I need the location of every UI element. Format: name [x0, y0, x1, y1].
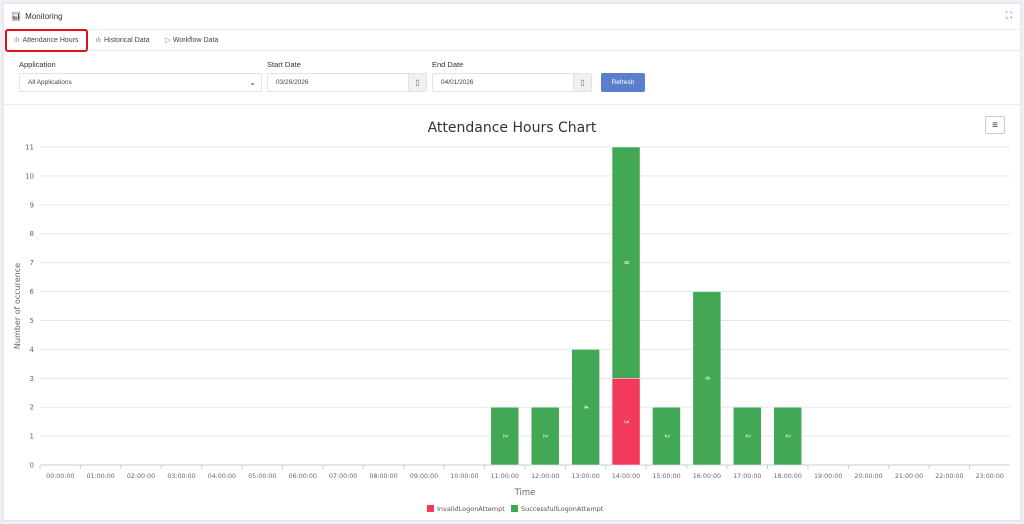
x-tick-label: 17:00:00	[733, 473, 761, 480]
panel-header: 📊︎ Monitoring	[4, 4, 1020, 30]
start-date-input[interactable]: 03/26/2026 ▯	[267, 73, 427, 92]
tab-workflow-data[interactable]: ▷ Workflow Data	[165, 36, 219, 45]
y-tick-label: 1	[30, 433, 34, 441]
x-tick-label: 02:00:00	[127, 473, 155, 480]
bar-SuccessfullLogonAttempt	[773, 406, 802, 466]
x-tick-label: 04:00:00	[208, 473, 236, 480]
bar-SuccessfullLogonAttempt	[530, 406, 560, 466]
chart-icon: ılı	[95, 36, 101, 44]
x-tick-label: 18:00:00	[774, 473, 802, 480]
data-label: 3	[623, 420, 630, 424]
y-tick-label: 3	[30, 375, 34, 383]
tab-attendance-hours[interactable]: ılı Attendance Hours	[5, 28, 88, 52]
end-date-label: End Date	[432, 60, 464, 69]
x-tick-label: 05:00:00	[248, 473, 276, 480]
data-label: 6	[703, 376, 710, 380]
data-label: 8	[623, 261, 630, 265]
y-tick-label: 10	[25, 172, 34, 180]
legend-item: InvalidLogonAttempt	[437, 505, 505, 513]
x-tick-label: 08:00:00	[369, 473, 397, 480]
application-label: Application	[19, 60, 56, 69]
y-tick-label: 11	[25, 144, 34, 152]
bar-SuccessfullLogonAttempt	[571, 349, 600, 466]
x-tick-label: 09:00:00	[410, 473, 438, 480]
legend-swatch	[511, 505, 518, 512]
x-tick-label: 10:00:00	[450, 473, 478, 480]
x-axis-title: Time	[514, 488, 536, 498]
refresh-button[interactable]: Refresh	[601, 73, 645, 92]
x-tick-label: 01:00:00	[86, 473, 114, 480]
x-tick-label: 06:00:00	[289, 473, 317, 480]
application-select[interactable]: All Applications ⌄	[19, 73, 262, 92]
y-tick-label: 7	[30, 259, 34, 267]
play-icon: ▷	[165, 37, 171, 44]
calendar-icon[interactable]: ▯	[573, 74, 591, 91]
legend-item: SuccessfullLogonAttempt	[521, 505, 604, 513]
x-tick-label: 21:00:00	[895, 473, 923, 480]
chevron-down-icon: ⌄	[249, 78, 256, 87]
y-tick-label: 6	[30, 288, 35, 296]
bar-SuccessfullLogonAttempt	[652, 406, 681, 466]
bar-SuccessfullLogonAttempt	[611, 146, 641, 379]
y-tick-label: 8	[30, 230, 34, 238]
panel-title: Monitoring	[25, 12, 63, 21]
x-tick-label: 16:00:00	[693, 473, 721, 480]
x-tick-label: 12:00:00	[531, 473, 559, 480]
x-tick-label: 00:00:00	[46, 473, 74, 480]
y-tick-label: 5	[30, 317, 34, 325]
y-axis-title: Number of occurence	[13, 263, 22, 349]
data-label: 2	[663, 434, 670, 438]
chart-icon: 📊︎	[11, 12, 22, 21]
x-tick-label: 14:00:00	[612, 473, 640, 480]
end-date-input[interactable]: 04/01/2026 ▯	[432, 73, 592, 92]
chart-menu-button[interactable]: ≡	[985, 116, 1005, 134]
x-tick-label: 13:00:00	[571, 473, 599, 480]
data-label: 4	[582, 405, 589, 409]
chart-title: Attendance Hours Chart	[428, 120, 597, 136]
tab-bar: ılı Attendance Hours ılı Historical Data ▷…	[4, 28, 1020, 52]
y-tick-label: 4	[30, 346, 35, 354]
expand-icon[interactable]: ⛶	[1005, 10, 1012, 20]
y-tick-label: 2	[30, 404, 34, 412]
bar-SuccessfullLogonAttempt	[490, 406, 520, 466]
x-tick-label: 11:00:00	[491, 473, 519, 480]
chart-icon: ılı	[14, 36, 20, 44]
legend-swatch	[427, 505, 434, 512]
tab-historical-data[interactable]: ılı Historical Data	[95, 36, 150, 44]
calendar-icon[interactable]: ▯	[408, 74, 426, 91]
data-label: 2	[542, 434, 549, 438]
hamburger-icon: ≡	[992, 119, 998, 131]
y-tick-label: 9	[30, 201, 34, 209]
bar-SuccessfullLogonAttempt	[733, 406, 762, 466]
y-tick-label: 0	[30, 462, 34, 470]
x-tick-label: 23:00:00	[976, 473, 1004, 480]
x-tick-label: 03:00:00	[167, 473, 195, 480]
data-label: 2	[784, 434, 791, 438]
x-tick-label: 22:00:00	[935, 473, 963, 480]
data-label: 2	[501, 434, 508, 438]
start-date-label: Start Date	[267, 60, 301, 69]
x-tick-label: 20:00:00	[854, 473, 882, 480]
x-tick-label: 19:00:00	[814, 473, 842, 480]
x-tick-label: 07:00:00	[329, 473, 357, 480]
data-label: 2	[744, 434, 751, 438]
x-tick-label: 15:00:00	[652, 473, 680, 480]
bar-SuccessfullLogonAttempt	[692, 291, 722, 466]
bar-InvalidLogonAttempt	[611, 378, 641, 466]
filter-bar: Application All Applications ⌄ Start Date…	[4, 51, 1020, 105]
